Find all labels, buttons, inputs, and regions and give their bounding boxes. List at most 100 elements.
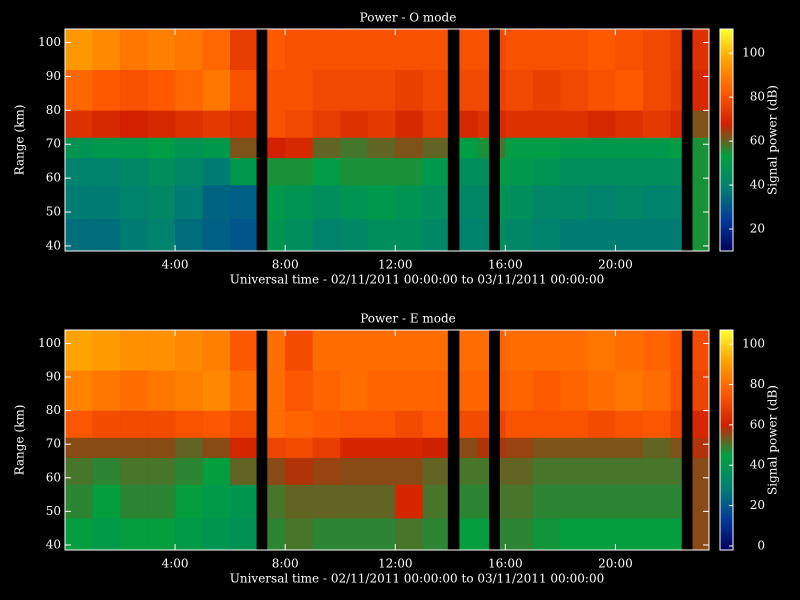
heatmap-cell (92, 330, 121, 371)
heatmap-cell (120, 518, 148, 551)
heatmap-cell (587, 410, 616, 438)
heatmap-cell (367, 484, 396, 519)
colorbar-tick-label: 80 (750, 377, 765, 391)
heatmap-cell (230, 157, 257, 186)
heatmap-cell (459, 110, 479, 138)
heatmap-cell (670, 137, 682, 159)
heatmap-cell (175, 137, 203, 159)
heatmap-cell (175, 29, 203, 70)
heatmap-cell (340, 518, 369, 551)
heatmap-cell (459, 457, 479, 485)
heatmap-cell (422, 184, 448, 220)
heatmap-cell (202, 110, 231, 138)
y-tick-label: 60 (46, 171, 61, 185)
heatmap-cell (202, 69, 231, 111)
heatmap-cell (499, 518, 506, 551)
heatmap-cell (230, 410, 257, 438)
heatmap-cell (175, 330, 203, 371)
heatmap-cell (147, 457, 176, 485)
heatmap-cell (367, 184, 396, 220)
heatmap-cell (505, 110, 534, 138)
heatmap-cell (395, 518, 424, 551)
heatmap-cell (395, 137, 424, 159)
heatmap-cell (340, 410, 369, 438)
heatmap-cell (285, 457, 313, 485)
heatmap-cell (615, 157, 644, 186)
y-tick-label: 60 (46, 470, 61, 484)
heatmap-cell (670, 518, 682, 551)
heatmap-cell (692, 110, 710, 138)
heatmap-cell (285, 330, 313, 371)
colorbar-label: Signal power (dB) (766, 385, 780, 495)
heatmap-cell (477, 157, 490, 186)
heatmap-cell (422, 437, 448, 458)
heatmap-cell (312, 137, 341, 159)
heatmap-cell (692, 437, 710, 458)
heatmap-cell (202, 410, 231, 438)
heatmap-cell (560, 218, 589, 252)
heatmap-cell (267, 157, 286, 186)
heatmap-cell (175, 484, 203, 519)
y-tick-label: 90 (46, 69, 61, 83)
heatmap-cell (532, 110, 561, 138)
heatmap-cell (459, 218, 479, 252)
heatmap-cell (92, 370, 121, 411)
heatmap-cell (92, 518, 121, 551)
heatmap-cell (120, 184, 148, 220)
plot-frame (64, 329, 710, 551)
heatmap-cell (395, 484, 424, 519)
x-tick-label: 8:00 (272, 258, 299, 272)
heatmap-cell (587, 110, 616, 138)
heatmap-cell (267, 218, 286, 252)
heatmap-cell (477, 518, 490, 551)
heatmap-cell (367, 370, 396, 411)
heatmap-cell (120, 484, 148, 519)
heatmap-cell (175, 437, 203, 458)
heatmap-cell (532, 137, 561, 159)
heatmap-cell (147, 110, 176, 138)
heatmap-cell (367, 410, 396, 438)
x-axis-label: Universal time - 02/11/2011 00:00:00 to … (230, 572, 605, 586)
heatmap-cell (367, 457, 396, 485)
heatmap-cell (499, 110, 506, 138)
heatmap-cell (459, 330, 479, 371)
heatmap-cell (202, 518, 231, 551)
heatmap-cell (499, 184, 506, 220)
heatmap-cell (312, 218, 341, 252)
heatmap-cell (312, 437, 341, 458)
heatmap-cell (499, 457, 506, 485)
heatmap-cell (230, 437, 257, 458)
heatmap-cell (175, 457, 203, 485)
heatmap-cell (505, 137, 534, 159)
heatmap-cell (65, 110, 93, 138)
heatmap-cell (65, 69, 93, 111)
heatmap-cell (615, 137, 644, 159)
heatmap-cell (175, 410, 203, 438)
heatmap-cell (499, 69, 506, 111)
y-tick-label: 50 (46, 205, 61, 219)
heatmap-cell (422, 370, 448, 411)
heatmap-cell (285, 437, 313, 458)
heatmap-cell (505, 457, 534, 485)
y-tick-label: 100 (38, 35, 61, 49)
heatmap-cell (505, 484, 534, 519)
x-tick-label: 12:00 (378, 258, 413, 272)
heatmap-cell (340, 110, 369, 138)
heatmap-cell (587, 484, 616, 519)
heatmap-cell (312, 29, 341, 70)
heatmap-cell (477, 330, 490, 371)
heatmap-cell (395, 69, 424, 111)
heatmap-cell (285, 137, 313, 159)
heatmap-cell (422, 330, 448, 371)
heatmap-cell (92, 110, 121, 138)
heatmap-cell (642, 457, 671, 485)
heatmap-cell (587, 184, 616, 220)
heatmap-cell (505, 518, 534, 551)
heatmap-cell (505, 330, 534, 371)
heatmap-cell (230, 69, 257, 111)
heatmap-cell (587, 457, 616, 485)
heatmap-cell (267, 69, 286, 111)
heatmap-cell (267, 484, 286, 519)
heatmap-cell (499, 157, 506, 186)
heatmap-cell (499, 137, 506, 159)
